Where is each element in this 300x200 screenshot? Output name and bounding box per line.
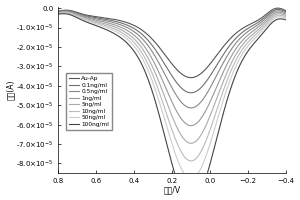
0.5ng/ml [278, 10, 281, 12]
100ng/ml [278, 18, 281, 20]
50ng/ml [56, 12, 60, 15]
Au-Ap [189, 76, 193, 79]
Au-Ap [161, 51, 165, 53]
0.1ng/ml [161, 60, 165, 62]
0.1ng/ml [56, 10, 60, 13]
5ng/ml [278, 13, 281, 15]
5ng/ml [284, 14, 288, 17]
Y-axis label: 电流(A): 电流(A) [6, 80, 15, 100]
0.1ng/ml [68, 10, 72, 12]
100ng/ml [61, 13, 65, 15]
Line: 0.5ng/ml: 0.5ng/ml [58, 11, 286, 108]
10ng/ml [284, 16, 288, 18]
5ng/ml [68, 11, 72, 14]
10ng/ml [62, 11, 66, 14]
Au-Ap [276, 7, 280, 9]
50ng/ml [278, 16, 281, 18]
50ng/ml [284, 17, 288, 19]
Au-Ap [56, 10, 60, 12]
1ng/ml [63, 10, 67, 13]
Line: 10ng/ml: 10ng/ml [58, 13, 286, 161]
50ng/ml [62, 12, 65, 14]
Line: Au-Ap: Au-Ap [58, 8, 286, 78]
5ng/ml [189, 142, 193, 144]
1ng/ml [161, 80, 165, 83]
100ng/ml [161, 128, 165, 131]
1ng/ml [167, 94, 171, 97]
0.1ng/ml [167, 70, 171, 72]
5ng/ml [56, 11, 60, 14]
50ng/ml [189, 177, 193, 180]
0.5ng/ml [277, 10, 280, 12]
50ng/ml [236, 61, 239, 63]
Au-Ap [278, 7, 281, 9]
10ng/ml [278, 14, 281, 16]
5ng/ml [63, 11, 66, 13]
10ng/ml [278, 14, 281, 16]
100ng/ml [167, 152, 171, 154]
Line: 0.1ng/ml: 0.1ng/ml [58, 9, 286, 93]
0.5ng/ml [56, 11, 60, 13]
Line: 100ng/ml: 100ng/ml [58, 14, 286, 200]
50ng/ml [161, 113, 165, 115]
100ng/ml [68, 13, 72, 16]
0.1ng/ml [278, 8, 281, 11]
0.1ng/ml [236, 35, 239, 38]
50ng/ml [68, 13, 72, 15]
0.5ng/ml [167, 81, 171, 83]
1ng/ml [284, 13, 288, 15]
50ng/ml [278, 16, 281, 18]
10ng/ml [161, 102, 165, 104]
Line: 50ng/ml: 50ng/ml [58, 13, 286, 179]
0.1ng/ml [278, 8, 281, 11]
100ng/ml [284, 19, 288, 21]
Line: 1ng/ml: 1ng/ml [58, 12, 286, 126]
1ng/ml [56, 11, 60, 13]
5ng/ml [236, 50, 239, 53]
Au-Ap [236, 31, 239, 33]
10ng/ml [167, 120, 171, 122]
100ng/ml [236, 69, 239, 71]
0.1ng/ml [284, 11, 288, 13]
0.5ng/ml [278, 10, 281, 12]
Au-Ap [167, 59, 171, 61]
1ng/ml [236, 45, 239, 47]
50ng/ml [167, 133, 171, 135]
5ng/ml [278, 13, 281, 15]
100ng/ml [278, 18, 281, 20]
0.5ng/ml [284, 12, 288, 14]
0.5ng/ml [236, 40, 239, 42]
1ng/ml [278, 11, 281, 14]
0.1ng/ml [276, 8, 280, 11]
0.1ng/ml [189, 92, 193, 94]
X-axis label: 电位/V: 电位/V [164, 185, 181, 194]
0.5ng/ml [68, 10, 72, 13]
5ng/ml [161, 91, 165, 93]
10ng/ml [68, 12, 72, 14]
1ng/ml [278, 11, 281, 14]
5ng/ml [167, 107, 171, 110]
Au-Ap [278, 7, 281, 9]
10ng/ml [236, 56, 239, 58]
0.5ng/ml [189, 107, 193, 109]
100ng/ml [56, 13, 60, 15]
10ng/ml [189, 160, 193, 162]
1ng/ml [68, 11, 72, 13]
1ng/ml [189, 124, 193, 127]
10ng/ml [56, 12, 60, 14]
Au-Ap [284, 10, 288, 12]
Line: 5ng/ml: 5ng/ml [58, 12, 286, 143]
0.5ng/ml [161, 69, 165, 72]
Legend: Au-Ap, 0.1ng/ml, 0.5ng/ml, 1ng/ml, 5ng/ml, 10ng/ml, 50ng/ml, 100ng/ml: Au-Ap, 0.1ng/ml, 0.5ng/ml, 1ng/ml, 5ng/m… [66, 73, 112, 130]
Au-Ap [68, 9, 72, 12]
